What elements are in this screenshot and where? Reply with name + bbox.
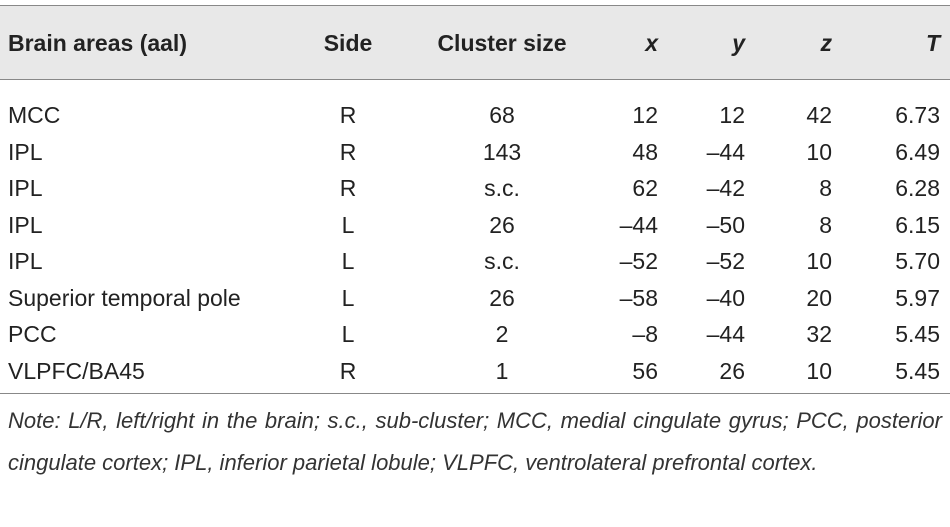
header-cell: T: [925, 30, 940, 56]
table-cell: IPL: [8, 211, 43, 238]
table-cell: IPL: [8, 248, 43, 274]
table-cell: L: [341, 284, 355, 311]
table-cell: 10: [806, 357, 832, 384]
table-cell: 48: [632, 138, 658, 165]
table-cell: R: [339, 175, 357, 201]
table-cell: 12: [632, 102, 658, 128]
header-cell: Cluster size: [437, 30, 567, 56]
header-cell: y: [732, 30, 745, 56]
table-cell: –50: [706, 211, 745, 238]
table-cell: IPL: [8, 175, 43, 201]
table-cell: 6.73: [895, 102, 940, 128]
table-cell: –52: [619, 248, 658, 274]
table-bottom-rule: [0, 393, 950, 394]
table-cell: R: [339, 102, 357, 128]
table-cell: 26: [489, 211, 515, 238]
table-cell: 26: [489, 284, 515, 311]
table-cell: 32: [806, 321, 832, 347]
table-cell: 5.97: [895, 284, 940, 311]
table-cell: 1: [495, 357, 509, 384]
table-note: Note: L/R, left/right in the brain; s.c.…: [8, 408, 942, 475]
table-cell: s.c.: [484, 248, 520, 274]
header-background: [0, 5, 950, 80]
table-cell: L: [341, 211, 355, 238]
table-cell: MCC: [8, 102, 61, 128]
table-cell: –52: [706, 248, 745, 274]
table-cell: 5.70: [895, 248, 940, 274]
table-cell: IPL: [8, 138, 43, 165]
table-cell: 68: [489, 102, 515, 128]
table-cell: 2: [495, 321, 509, 347]
table-cell: 26: [719, 357, 745, 384]
table-cell: VLPFC/BA45: [8, 357, 145, 384]
table-cell: 56: [632, 357, 658, 384]
table-cell: 5.45: [895, 321, 940, 347]
table-cell: 20: [806, 284, 832, 311]
header-cell: Brain areas (aal): [8, 30, 187, 56]
table-cell: R: [339, 138, 357, 165]
table-cell: 6.28: [895, 175, 940, 201]
table-cell: 62: [632, 175, 658, 201]
table-cell: 12: [719, 102, 745, 128]
table-cell: 10: [806, 138, 832, 165]
table-cell: –40: [706, 284, 745, 311]
table-cell: –58: [619, 284, 658, 311]
table-cell: R: [339, 357, 357, 384]
table-cell: 8: [819, 175, 832, 201]
table-cell: 8: [819, 211, 832, 238]
table-cell: PCC: [8, 321, 57, 347]
table-cell: 143: [482, 138, 522, 165]
table-cell: s.c.: [484, 175, 520, 201]
header-cell: x: [645, 30, 658, 56]
table-cell: L: [341, 248, 355, 274]
table-cell: 10: [806, 248, 832, 274]
table-cell: 6.15: [895, 211, 940, 238]
table-cell: –8: [632, 321, 658, 347]
table-cell: –44: [706, 138, 745, 165]
header-cell: Side: [323, 30, 373, 56]
table-cell: –42: [706, 175, 745, 201]
table-cell: –44: [706, 321, 745, 347]
table-cell: 5.45: [895, 357, 940, 384]
table-cell: Superior temporal pole: [8, 284, 241, 311]
table-cell: L: [341, 321, 355, 347]
table-cell: 6.49: [895, 138, 940, 165]
header-cell: z: [820, 30, 833, 56]
table-cell: –44: [619, 211, 658, 238]
table-cell: 42: [806, 102, 832, 128]
